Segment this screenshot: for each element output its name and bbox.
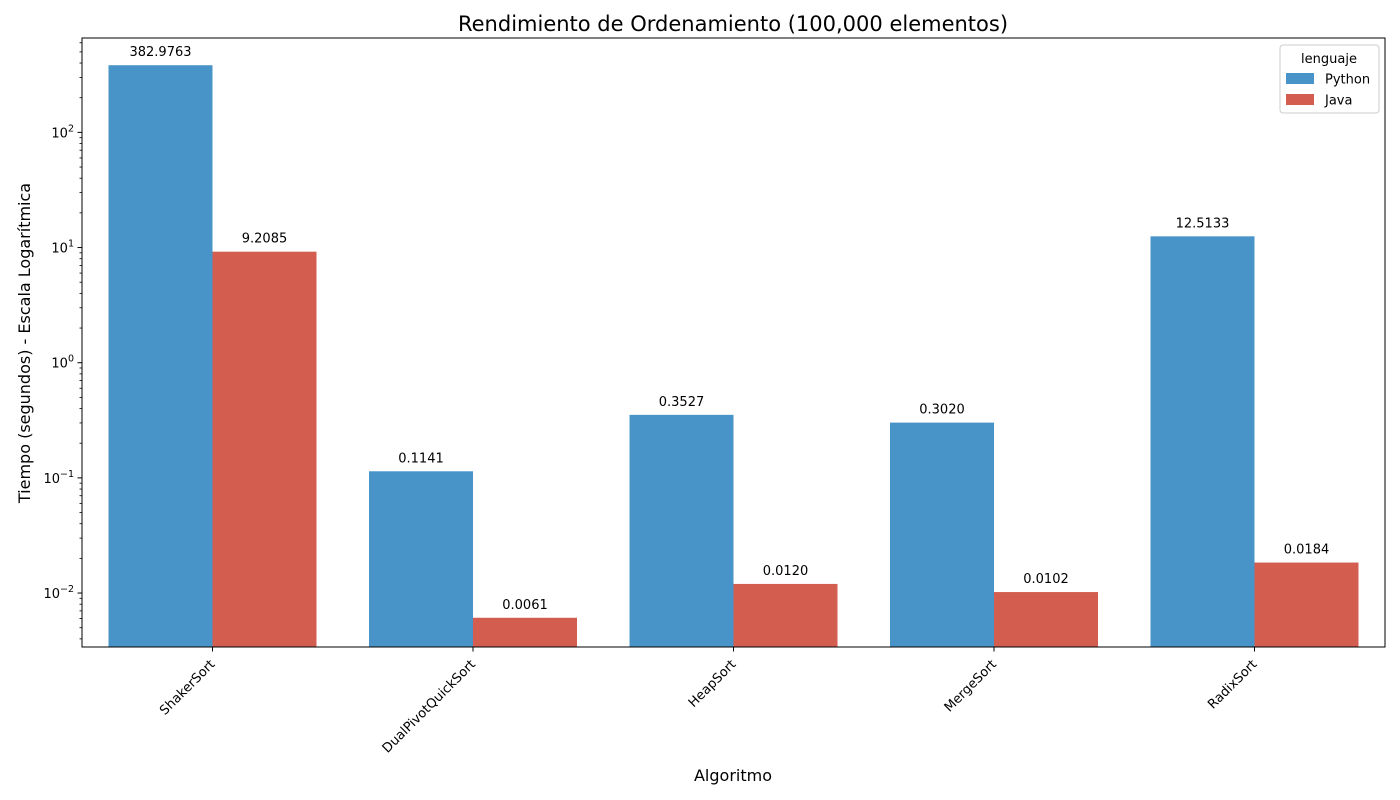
bar-value-label: 0.1141 bbox=[398, 451, 444, 466]
legend-label-python: Python bbox=[1325, 73, 1370, 88]
y-axis-label: Tiempo (segundos) - Escala Logarítmica bbox=[15, 183, 34, 504]
x-tick-label: HeapSort bbox=[686, 657, 739, 710]
bar-value-label: 382.9763 bbox=[129, 45, 191, 60]
x-axis-label: Algoritmo bbox=[694, 766, 772, 785]
legend-swatch-python bbox=[1286, 73, 1314, 84]
x-tick-label: DualPivotQuickSort bbox=[380, 657, 479, 756]
x-tick-label: RadixSort bbox=[1205, 657, 1260, 712]
y-tick-label: 10−2 bbox=[43, 584, 74, 602]
y-tick-label: 101 bbox=[51, 239, 74, 257]
y-tick-label: 10−1 bbox=[43, 469, 74, 487]
bar-python-dualpivotquicksort bbox=[369, 471, 473, 647]
bar-value-label: 0.3527 bbox=[659, 395, 705, 410]
bar-java-dualpivotquicksort bbox=[473, 617, 577, 647]
plot-frame bbox=[81, 37, 1386, 648]
bar-value-label: 0.3020 bbox=[919, 403, 965, 418]
bar-java-mergesort bbox=[994, 592, 1098, 647]
y-tick-label: 100 bbox=[51, 354, 74, 372]
bar-value-label: 0.0184 bbox=[1284, 543, 1330, 558]
chart-title: Rendimiento de Ordenamiento (100,000 ele… bbox=[458, 12, 1008, 36]
bar-python-mergesort bbox=[890, 422, 994, 647]
bar-java-heapsort bbox=[733, 583, 838, 647]
x-tick-label: ShakerSort bbox=[157, 657, 218, 718]
bar-value-label: 9.2085 bbox=[242, 232, 288, 247]
bar-python-shakersort bbox=[108, 65, 213, 647]
legend-swatch-java bbox=[1286, 94, 1314, 105]
x-tick-label: MergeSort bbox=[942, 657, 1000, 715]
bar-value-label: 0.0120 bbox=[763, 564, 809, 579]
legend-title: lenguaje bbox=[1301, 52, 1357, 67]
bar-python-radixsort bbox=[1150, 236, 1255, 648]
bar-value-label: 0.0102 bbox=[1023, 572, 1069, 587]
y-tick-label: 102 bbox=[51, 123, 74, 141]
bar-value-label: 0.0061 bbox=[502, 598, 548, 613]
legend: lenguaje Python Java bbox=[1279, 44, 1380, 114]
legend-label-java: Java bbox=[1324, 94, 1352, 109]
bar-java-shakersort bbox=[212, 251, 317, 647]
bar-python-heapsort bbox=[629, 414, 734, 647]
bar-java-radixsort bbox=[1254, 562, 1359, 647]
bar-value-label: 12.5133 bbox=[1176, 216, 1230, 231]
